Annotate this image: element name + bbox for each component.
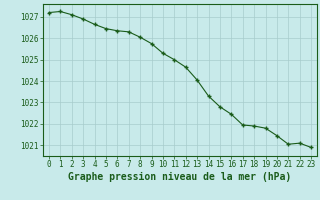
X-axis label: Graphe pression niveau de la mer (hPa): Graphe pression niveau de la mer (hPa) — [68, 172, 292, 182]
